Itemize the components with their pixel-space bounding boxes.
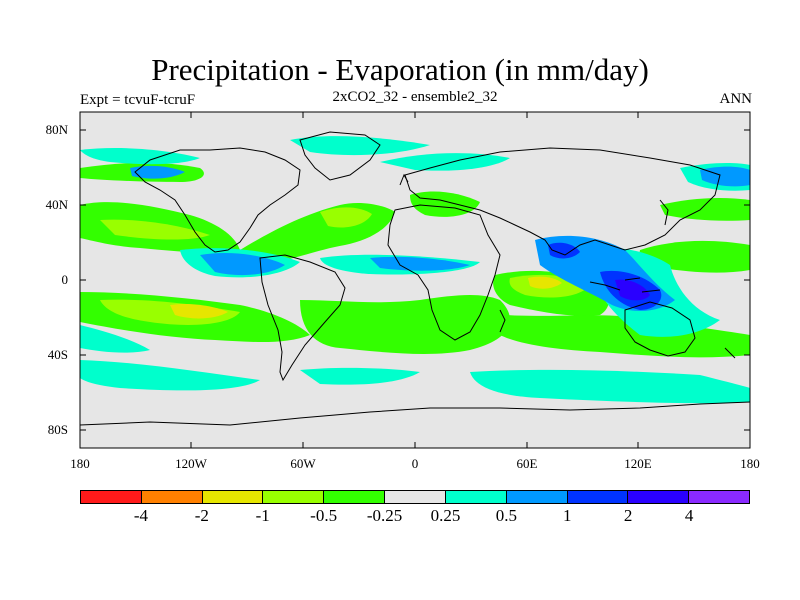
legend-label: -1 — [255, 506, 270, 525]
x-tick-label: 120E — [624, 456, 652, 471]
legend-label: 0.5 — [495, 506, 517, 525]
legend-label: -0.25 — [366, 506, 403, 525]
y-tick-label: 0 — [61, 272, 69, 287]
legend-label: 0.25 — [430, 506, 461, 525]
contour-dblue-maritime — [615, 279, 650, 301]
season-label: ANN — [719, 91, 753, 107]
contour-lime-natl — [320, 207, 372, 228]
x-tick-label: 60W — [290, 456, 316, 471]
contour-lime-spac — [100, 299, 240, 325]
contour-green-satl — [300, 295, 510, 354]
coast-uk — [399, 173, 409, 186]
contour-lb-eqpac — [200, 253, 285, 276]
coast-japan — [659, 199, 669, 226]
x-tick-label: 180 — [740, 456, 760, 471]
x-tick-label: 180 — [70, 456, 90, 471]
legend-swatch — [628, 491, 690, 503]
contour-cyan-natl-n — [380, 153, 510, 171]
contour-yellow-spac — [170, 303, 228, 319]
x-tick-label: 120W — [175, 456, 207, 471]
contour-blue-ind — [548, 242, 580, 259]
contour-lb-nenpac — [700, 166, 750, 187]
coast-north-america — [134, 147, 301, 253]
legend-swatch — [689, 491, 749, 503]
legend-colorbar — [80, 490, 750, 504]
contour-cyan-so-atl — [300, 367, 420, 385]
map-title: Precipitation - Evaporation (in mm/day) — [151, 52, 649, 87]
legend-swatch — [81, 491, 142, 503]
coast-nz — [724, 347, 736, 359]
legend-label: 4 — [684, 506, 694, 525]
coast-greenland — [299, 131, 381, 181]
contour-cyan-arctic — [290, 136, 430, 156]
contour-fields — [80, 136, 750, 404]
axis-ticks — [80, 112, 750, 448]
contour-lb-npac — [130, 165, 185, 179]
legend-swatch — [567, 491, 629, 503]
legend-swatch — [385, 491, 446, 503]
coast-australia — [624, 301, 696, 357]
legend-swatch — [263, 491, 325, 503]
legend-label: -2 — [194, 506, 209, 525]
ensemble-label: 2xCO2_32 - ensemble2_32 — [332, 89, 498, 105]
x-tick-label: 0 — [411, 456, 419, 471]
legend-swatch — [202, 491, 264, 503]
coastlines — [80, 131, 750, 426]
y-tick-label: 80N — [45, 122, 68, 137]
coast-madagascar — [499, 309, 506, 333]
contour-cyan-so-ind — [470, 369, 750, 404]
coast-eurasia — [404, 147, 721, 256]
contour-cyan-npac-n — [80, 147, 200, 165]
x-tick-label: 60E — [516, 456, 538, 471]
contour-green-npac2 — [660, 197, 750, 221]
coast-africa — [387, 204, 501, 341]
legend-label: 1 — [563, 506, 572, 525]
coast-indonesia — [589, 277, 661, 293]
legend-swatch — [445, 491, 507, 503]
legend-swatch — [506, 491, 568, 503]
legend-label: 2 — [623, 506, 633, 525]
coast-south-america — [259, 254, 346, 382]
contour-cyan-so-pac — [80, 360, 260, 391]
legend-label: -4 — [133, 506, 148, 525]
contour-yellow-io — [528, 276, 562, 289]
y-tick-label: 80S — [47, 422, 68, 437]
legend-label: -0.5 — [310, 506, 338, 525]
legend-swatch — [141, 491, 203, 503]
y-tick-label: 40S — [47, 347, 68, 362]
experiment-label: Expt = tcvuF-tcruF — [80, 92, 196, 108]
contour-lb-eqatl — [370, 256, 470, 271]
contour-lime-npac — [100, 219, 210, 240]
legend-swatch — [324, 491, 386, 503]
contour-cyan-so-pac2 — [80, 325, 150, 353]
coast-antarctica — [80, 401, 750, 426]
y-tick-label: 40N — [45, 197, 68, 212]
contour-green-sio — [500, 315, 750, 358]
